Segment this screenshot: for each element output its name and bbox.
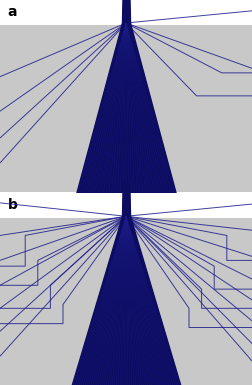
Text: b: b: [8, 198, 17, 212]
Bar: [0, 25, 252, 192]
Text: a: a: [8, 5, 17, 19]
Bar: [0, 218, 252, 385]
